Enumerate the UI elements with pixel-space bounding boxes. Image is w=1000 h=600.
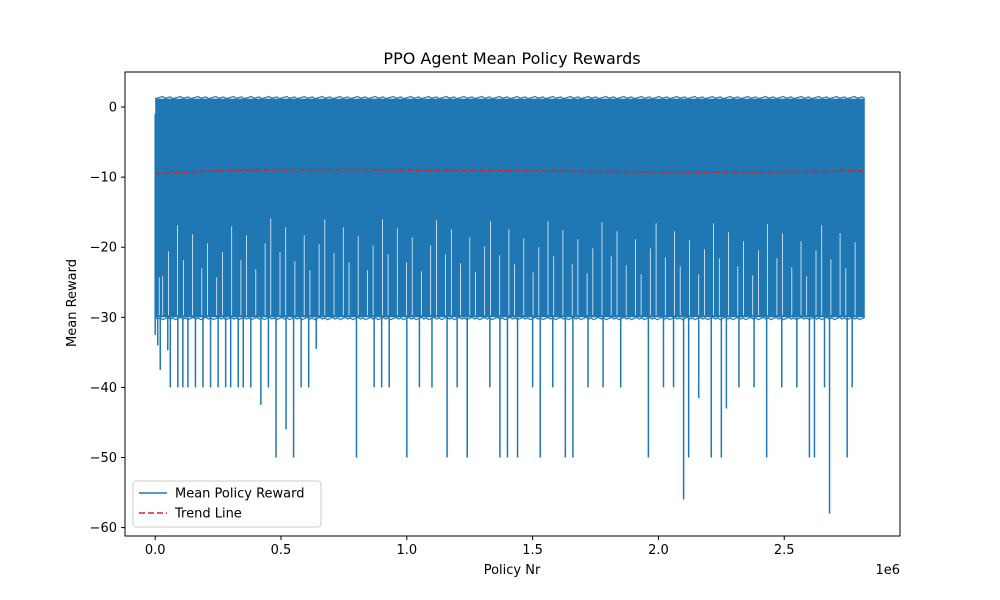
y-tick-label: 0 (109, 101, 117, 116)
reward-series-bottom-edge (154, 316, 866, 321)
legend-label: Mean Policy Reward (175, 487, 305, 502)
y-tick-label: −60 (90, 521, 117, 536)
plot-area (154, 95, 866, 514)
y-tick-label: −40 (90, 381, 117, 396)
x-axis-label: Policy Nr (484, 563, 541, 578)
axes: 0.0 0.5 1.0 1.5 2.0 2.5 0 −10 −20 −30 −40 −50 −60 (90, 71, 901, 558)
y-axis-label: Mean Reward (65, 259, 80, 347)
legend-label: Trend Line (174, 507, 242, 522)
x-axis-offset-label: 1e6 (875, 563, 900, 578)
y-tick-label: −30 (90, 311, 117, 326)
x-tick-label: 2.0 (648, 543, 669, 558)
chart-title: PPO Agent Mean Policy Rewards (383, 49, 640, 68)
reward-series-band (155, 98, 865, 318)
x-tick-label: 2.5 (774, 543, 795, 558)
y-tick-label: −20 (90, 241, 117, 256)
x-tick-label: 1.5 (522, 543, 543, 558)
x-tick-label: 0.0 (145, 543, 166, 558)
legend-box (132, 480, 322, 528)
legend: Mean Policy Reward Trend Line (132, 480, 322, 528)
reward-series-top-edge (155, 95, 866, 100)
y-tick-label: −10 (90, 171, 117, 186)
x-tick-label: 0.5 (271, 543, 292, 558)
trend-line (155, 169, 865, 175)
x-tick-label: 1.0 (396, 543, 417, 558)
axes-frame (124, 71, 901, 537)
y-tick-label: −50 (90, 451, 117, 466)
